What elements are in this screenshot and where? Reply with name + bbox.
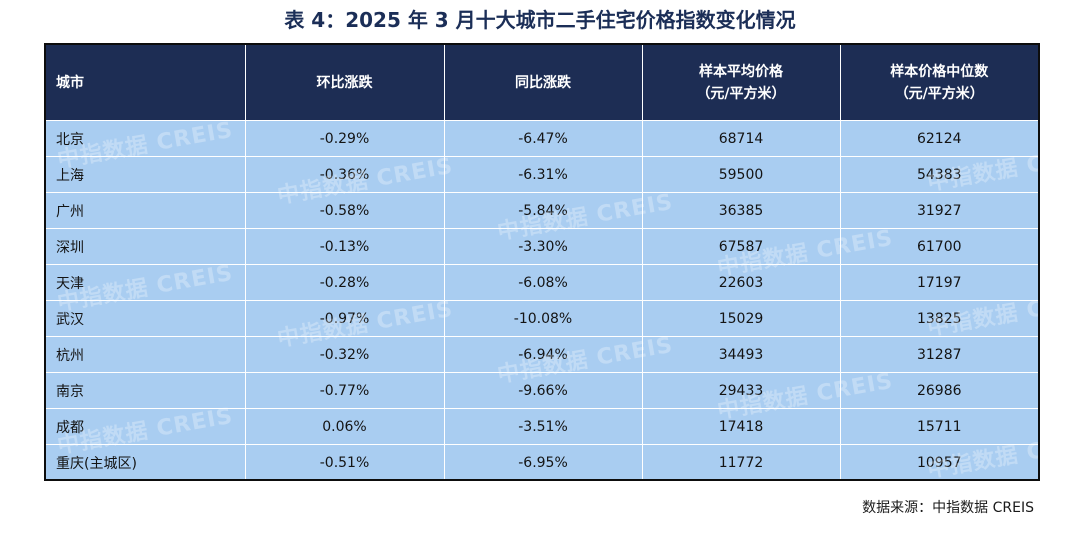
cell-mom-change: -0.77%	[245, 372, 445, 409]
cell-mom-change: -0.51%	[245, 444, 445, 479]
table-row: 深圳 -0.13% -3.30% 67587 61700	[46, 228, 1038, 265]
cell-mom-change: -0.58%	[245, 192, 445, 229]
cell-city: 杭州	[46, 336, 246, 373]
cell-median-price: 26986	[840, 372, 1038, 409]
cell-median-price: 62124	[840, 120, 1038, 157]
cell-yoy-change: -6.94%	[444, 336, 643, 373]
cell-yoy-change: -6.47%	[444, 120, 643, 157]
cell-city: 重庆(主城区)	[46, 444, 246, 479]
cell-city: 北京	[46, 120, 246, 157]
header-median-price: 样本价格中位数 （元/平方米）	[840, 45, 1038, 121]
table-row: 杭州 -0.32% -6.94% 34493 31287	[46, 336, 1038, 373]
cell-median-price: 17197	[840, 264, 1038, 301]
cell-average-price: 68714	[642, 120, 841, 157]
cell-median-price: 15711	[840, 408, 1038, 445]
cell-yoy-change: -3.51%	[444, 408, 643, 445]
cell-mom-change: -0.29%	[245, 120, 445, 157]
cell-mom-change: -0.13%	[245, 228, 445, 265]
table-row: 广州 -0.58% -5.84% 36385 31927	[46, 192, 1038, 229]
table-row: 重庆(主城区) -0.51% -6.95% 11772 10957	[46, 444, 1038, 479]
cell-city: 南京	[46, 372, 246, 409]
table-row: 天津 -0.28% -6.08% 22603 17197	[46, 264, 1038, 301]
cell-average-price: 59500	[642, 156, 841, 193]
table-header-row: 城市 环比涨跌 同比涨跌 样本平均价格 （元/平方米） 样本价格中位数 （元/平…	[46, 45, 1038, 121]
cell-median-price: 31287	[840, 336, 1038, 373]
cell-mom-change: -0.28%	[245, 264, 445, 301]
cell-average-price: 34493	[642, 336, 841, 373]
header-city: 城市	[46, 45, 246, 121]
header-average-price: 样本平均价格 （元/平方米）	[642, 45, 841, 121]
table-row: 武汉 -0.97% -10.08% 15029 13825	[46, 300, 1038, 337]
cell-yoy-change: -9.66%	[444, 372, 643, 409]
header-yoy-change: 同比涨跌	[444, 45, 643, 121]
data-table: 城市 环比涨跌 同比涨跌 样本平均价格 （元/平方米） 样本价格中位数 （元/平…	[46, 45, 1038, 479]
cell-yoy-change: -3.30%	[444, 228, 643, 265]
cell-median-price: 13825	[840, 300, 1038, 337]
cell-mom-change: -0.36%	[245, 156, 445, 193]
cell-city: 广州	[46, 192, 246, 229]
cell-median-price: 61700	[840, 228, 1038, 265]
cell-mom-change: -0.32%	[245, 336, 445, 373]
cell-average-price: 11772	[642, 444, 841, 479]
table-row: 成都 0.06% -3.51% 17418 15711	[46, 408, 1038, 445]
cell-city: 武汉	[46, 300, 246, 337]
header-mom-change: 环比涨跌	[245, 45, 445, 121]
cell-median-price: 54383	[840, 156, 1038, 193]
cell-average-price: 67587	[642, 228, 841, 265]
cell-yoy-change: -6.95%	[444, 444, 643, 479]
data-source-note: 数据来源：中指数据 CREIS	[862, 500, 1034, 516]
cell-yoy-change: -5.84%	[444, 192, 643, 229]
cell-mom-change: 0.06%	[245, 408, 445, 445]
cell-mom-change: -0.97%	[245, 300, 445, 337]
cell-median-price: 31927	[840, 192, 1038, 229]
cell-average-price: 15029	[642, 300, 841, 337]
cell-average-price: 29433	[642, 372, 841, 409]
cell-city: 深圳	[46, 228, 246, 265]
cell-city: 天津	[46, 264, 246, 301]
table-row: 北京 -0.29% -6.47% 68714 62124	[46, 120, 1038, 157]
cell-average-price: 36385	[642, 192, 841, 229]
price-index-table: 城市 环比涨跌 同比涨跌 样本平均价格 （元/平方米） 样本价格中位数 （元/平…	[44, 43, 1040, 481]
cell-yoy-change: -10.08%	[444, 300, 643, 337]
page-title: 表 4：2025 年 3 月十大城市二手住宅价格指数变化情况	[284, 8, 796, 32]
table-row: 南京 -0.77% -9.66% 29433 26986	[46, 372, 1038, 409]
cell-average-price: 17418	[642, 408, 841, 445]
cell-average-price: 22603	[642, 264, 841, 301]
table-row: 上海 -0.36% -6.31% 59500 54383	[46, 156, 1038, 193]
cell-city: 成都	[46, 408, 246, 445]
cell-yoy-change: -6.08%	[444, 264, 643, 301]
cell-yoy-change: -6.31%	[444, 156, 643, 193]
cell-city: 上海	[46, 156, 246, 193]
cell-median-price: 10957	[916, 454, 962, 471]
